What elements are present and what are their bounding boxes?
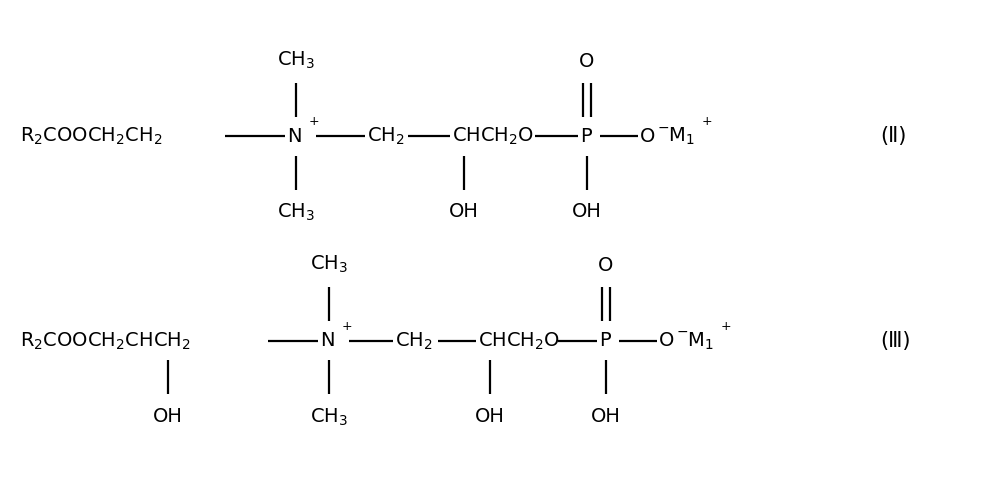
- Text: OH: OH: [153, 407, 183, 426]
- Text: −: −: [677, 325, 689, 339]
- Text: N: N: [287, 127, 302, 146]
- Text: OH: OH: [572, 202, 602, 221]
- Text: O: O: [640, 127, 655, 146]
- Text: O: O: [659, 331, 674, 351]
- Text: CHCH$_2$O: CHCH$_2$O: [478, 330, 560, 352]
- Text: OH: OH: [591, 407, 621, 426]
- Text: CH$_3$: CH$_3$: [277, 202, 315, 224]
- Text: CH$_2$: CH$_2$: [367, 126, 405, 147]
- Text: CH$_3$: CH$_3$: [310, 407, 348, 428]
- Text: +: +: [702, 115, 713, 128]
- Text: R$_2$COOCH$_2$CH$_2$: R$_2$COOCH$_2$CH$_2$: [20, 126, 163, 147]
- Text: +: +: [309, 115, 320, 128]
- Text: N: N: [320, 331, 334, 351]
- Text: R$_2$COOCH$_2$CHCH$_2$: R$_2$COOCH$_2$CHCH$_2$: [20, 330, 191, 352]
- Text: CHCH$_2$O: CHCH$_2$O: [452, 126, 534, 147]
- Text: +: +: [342, 320, 353, 333]
- Text: CH$_2$: CH$_2$: [395, 330, 433, 352]
- Text: CH$_3$: CH$_3$: [277, 49, 315, 71]
- Text: −: −: [658, 121, 670, 134]
- Text: P: P: [580, 127, 592, 146]
- Text: O: O: [598, 256, 614, 275]
- Text: O: O: [579, 52, 595, 71]
- Text: M$_1$: M$_1$: [668, 126, 694, 147]
- Text: OH: OH: [475, 407, 505, 426]
- Text: OH: OH: [449, 202, 479, 221]
- Text: M$_1$: M$_1$: [687, 330, 713, 352]
- Text: +: +: [721, 320, 732, 333]
- Text: (Ⅲ): (Ⅲ): [880, 331, 910, 351]
- Text: (Ⅱ): (Ⅱ): [880, 126, 906, 147]
- Text: P: P: [599, 331, 611, 351]
- Text: CH$_3$: CH$_3$: [310, 254, 348, 275]
